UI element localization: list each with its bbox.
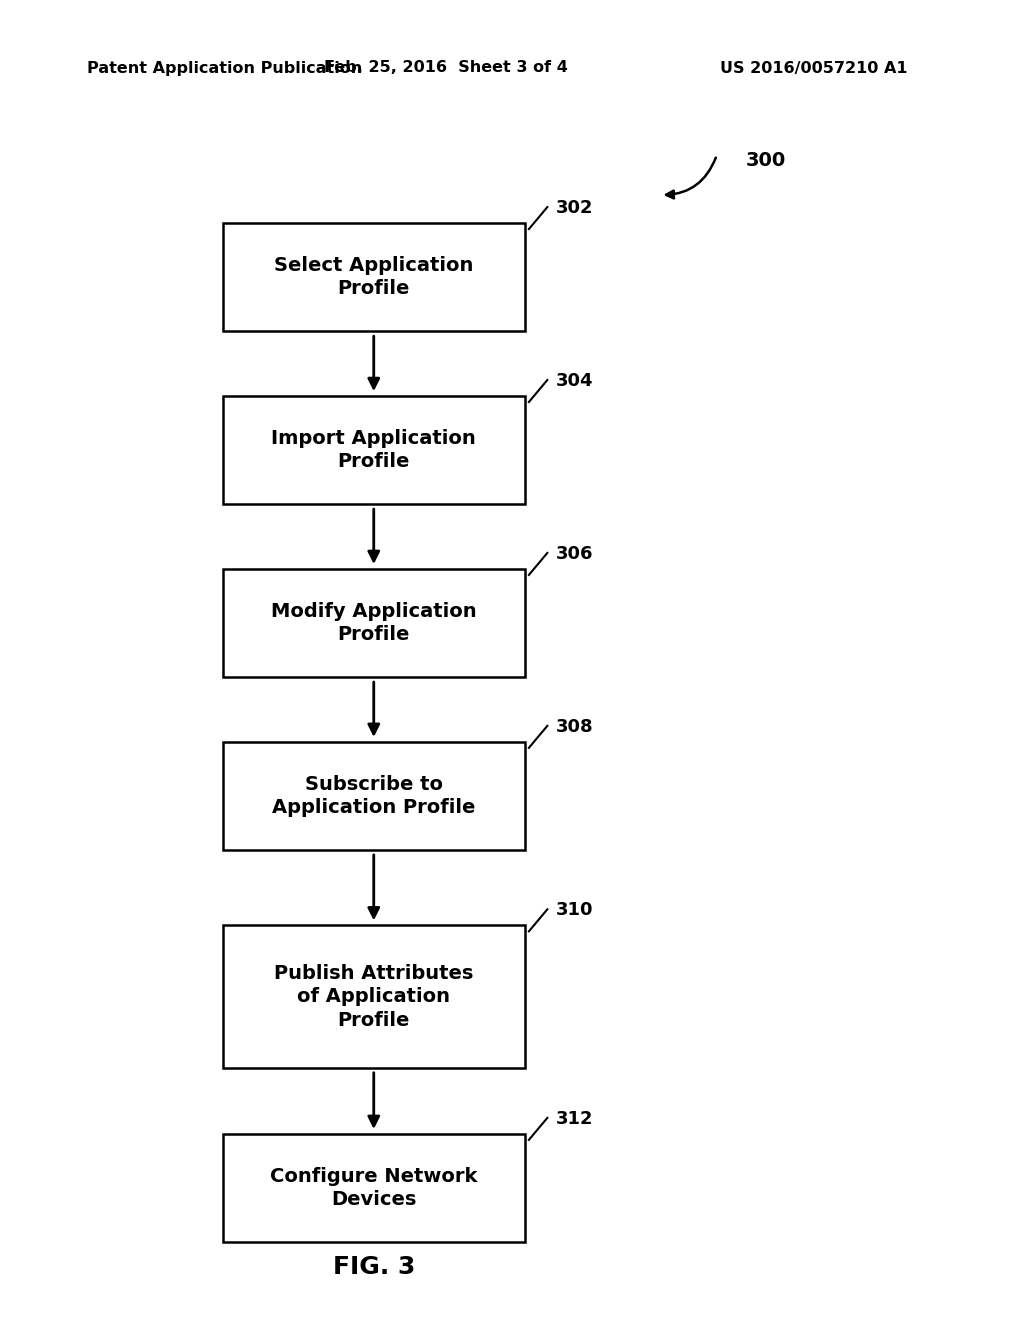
- Bar: [223, 223, 524, 331]
- Bar: [223, 569, 524, 677]
- Text: Import Application
Profile: Import Application Profile: [271, 429, 476, 471]
- Text: Publish Attributes
of Application
Profile: Publish Attributes of Application Profil…: [274, 964, 473, 1030]
- Text: Select Application
Profile: Select Application Profile: [274, 256, 473, 298]
- Text: 312: 312: [555, 1110, 593, 1127]
- Bar: [223, 742, 524, 850]
- Bar: [223, 396, 524, 504]
- Text: US 2016/0057210 A1: US 2016/0057210 A1: [720, 61, 908, 75]
- Text: Feb. 25, 2016  Sheet 3 of 4: Feb. 25, 2016 Sheet 3 of 4: [324, 61, 567, 75]
- Text: Patent Application Publication: Patent Application Publication: [87, 61, 362, 75]
- Text: 300: 300: [745, 150, 785, 169]
- Bar: [223, 1134, 524, 1242]
- Text: 304: 304: [555, 372, 593, 389]
- Text: 302: 302: [555, 199, 593, 216]
- Text: Subscribe to
Application Profile: Subscribe to Application Profile: [272, 775, 475, 817]
- Text: Configure Network
Devices: Configure Network Devices: [270, 1167, 477, 1209]
- Text: 310: 310: [555, 902, 593, 919]
- Text: 306: 306: [555, 545, 593, 562]
- Text: FIG. 3: FIG. 3: [333, 1255, 415, 1279]
- Bar: [223, 925, 524, 1068]
- Text: 308: 308: [555, 718, 593, 735]
- Text: Modify Application
Profile: Modify Application Profile: [271, 602, 476, 644]
